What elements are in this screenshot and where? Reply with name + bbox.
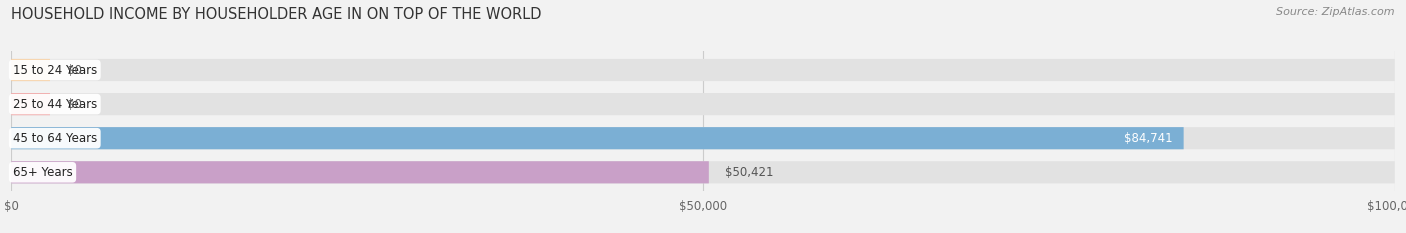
- Text: HOUSEHOLD INCOME BY HOUSEHOLDER AGE IN ON TOP OF THE WORLD: HOUSEHOLD INCOME BY HOUSEHOLDER AGE IN O…: [11, 7, 541, 22]
- Text: 65+ Years: 65+ Years: [13, 166, 72, 179]
- FancyBboxPatch shape: [11, 127, 1395, 149]
- Text: 25 to 44 Years: 25 to 44 Years: [13, 98, 97, 111]
- FancyBboxPatch shape: [11, 127, 1184, 149]
- Text: $0: $0: [66, 64, 82, 76]
- Text: $0: $0: [66, 98, 82, 111]
- Text: $84,741: $84,741: [1123, 132, 1173, 145]
- Text: 45 to 64 Years: 45 to 64 Years: [13, 132, 97, 145]
- FancyBboxPatch shape: [11, 93, 51, 115]
- Text: Source: ZipAtlas.com: Source: ZipAtlas.com: [1277, 7, 1395, 17]
- Text: 15 to 24 Years: 15 to 24 Years: [13, 64, 97, 76]
- FancyBboxPatch shape: [11, 161, 709, 183]
- FancyBboxPatch shape: [11, 59, 1395, 81]
- Text: $50,421: $50,421: [725, 166, 773, 179]
- FancyBboxPatch shape: [11, 59, 51, 81]
- FancyBboxPatch shape: [11, 161, 1395, 183]
- FancyBboxPatch shape: [11, 93, 1395, 115]
